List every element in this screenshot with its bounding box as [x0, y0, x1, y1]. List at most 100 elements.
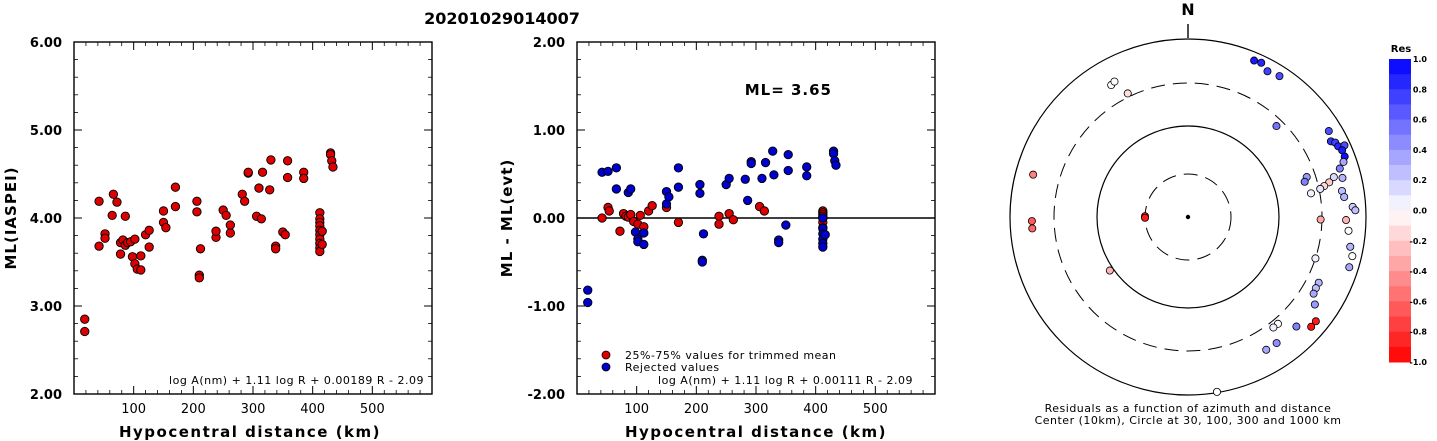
station-residual-point	[1339, 157, 1348, 166]
colorbar-cell	[1389, 74, 1411, 90]
data-point-series-1	[783, 149, 793, 160]
station-residual-point	[1275, 72, 1284, 81]
y-tick-label: -2.00	[528, 388, 565, 403]
data-point-series-0	[635, 210, 645, 221]
data-point-series-0	[120, 211, 130, 221]
data-point-series-0	[714, 211, 724, 221]
plot2-formula: log A(nm) + 1.11 log R + 0.00111 R - 2.0…	[658, 374, 913, 387]
data-point-series-1	[724, 173, 734, 184]
data-point-series-1	[673, 182, 684, 192]
plot2-x-axis-label: Hypocentral distance (km)	[625, 423, 887, 441]
data-point-series-0	[170, 182, 181, 192]
data-point-series-1	[626, 184, 636, 194]
y-tick-label: 2.00	[30, 388, 62, 403]
station-residual-point	[1257, 58, 1266, 67]
x-tick-label: 100	[624, 402, 649, 417]
colorbar-cell	[1389, 301, 1411, 318]
plot2-ticks: 100 200 300 400 500 -2.00 -1.00 0.00 1.00 2.00	[528, 36, 935, 417]
station-residual-point	[1272, 122, 1281, 131]
colorbar-tick-label: -0.8	[1410, 328, 1428, 337]
data-point-series-0	[604, 206, 614, 216]
data-point-series-0	[254, 183, 264, 193]
colorbar-cell	[1389, 240, 1411, 257]
data-point-series-1	[774, 237, 784, 248]
magnitude-distance-plot: 100 200 300 400 500 2.00 3.00 4.00 5.00 6.00 Hypo…	[2, 36, 433, 441]
data-point-series-0	[211, 226, 221, 236]
data-point-series-0	[225, 220, 235, 230]
station-residual-point	[1307, 322, 1316, 331]
colorbar-cell	[1389, 225, 1411, 242]
legend-marker-rejected	[601, 362, 611, 372]
colorbar-tick-label: -0.4	[1410, 267, 1428, 276]
polar-points	[1027, 56, 1360, 396]
station-residual-point	[1329, 173, 1338, 182]
colorbar-tick-label: -1.0	[1410, 358, 1428, 367]
y-tick-label: -1.00	[528, 300, 565, 315]
colorbar-cell	[1389, 346, 1411, 363]
north-label: N	[1181, 0, 1194, 19]
data-point-series-0	[282, 156, 293, 166]
colorbar-cell	[1389, 286, 1411, 302]
data-point-series-1	[583, 285, 593, 295]
data-point-series-0	[158, 206, 169, 216]
data-point-series-1	[746, 158, 756, 169]
colorbar-tick-label: -0.6	[1410, 297, 1428, 306]
station-residual-point	[1110, 77, 1119, 86]
colorbar-cell	[1389, 180, 1411, 196]
x-tick-label: 500	[360, 402, 385, 417]
legend-label-rejected: Rejected values	[625, 361, 720, 374]
data-point-series-0	[136, 265, 146, 275]
data-point-series-0	[161, 223, 171, 233]
page-title: 20201029014007	[424, 9, 580, 28]
data-point-series-0	[100, 233, 110, 243]
x-tick-label: 200	[684, 402, 709, 417]
colorbar-tick-label: 0.6	[1413, 116, 1428, 125]
station-residual-point	[1027, 217, 1036, 226]
data-point-series-0	[80, 326, 90, 337]
colorbar-tick-labels: 1.0 0.8 0.6 0.4 0.2 0.0 -0.2 -0.4 -0.6 -0.8 -1.0	[1410, 55, 1428, 367]
data-point-series-0	[256, 214, 267, 224]
ring-1000km	[1009, 38, 1367, 396]
data-point-series-0	[94, 241, 104, 251]
data-point-series-0	[271, 244, 281, 254]
data-point-series-1	[783, 165, 793, 176]
data-point-series-0	[80, 314, 90, 324]
colorbar-cell	[1389, 165, 1411, 181]
data-point-series-1	[740, 174, 750, 184]
data-point-series-0	[728, 215, 738, 225]
data-point-series-1	[697, 257, 707, 267]
x-tick-label: 200	[181, 402, 206, 417]
data-point-series-0	[673, 217, 684, 228]
colorbar-cell	[1389, 104, 1411, 121]
data-point-series-0	[107, 210, 117, 221]
data-point-series-0	[266, 155, 276, 165]
station-residual-point	[1324, 127, 1333, 136]
station-residual-point	[1338, 173, 1347, 182]
data-point-series-1	[818, 242, 828, 252]
data-point-series-1	[742, 195, 753, 206]
data-point-series-0	[243, 167, 253, 177]
data-point-series-0	[299, 173, 309, 184]
data-point-series-0	[615, 226, 625, 236]
data-point-series-0	[257, 167, 268, 177]
data-point-series-1	[757, 173, 767, 184]
plot1-formula: log A(nm) + 1.11 log R + 0.00189 R - 2.0…	[169, 374, 424, 387]
data-point-series-0	[317, 239, 327, 250]
station-residual-point	[1310, 300, 1319, 309]
data-point-series-0	[221, 210, 231, 221]
station-residual-point	[1105, 266, 1114, 275]
polar-caption-line2: Center (10km), Circle at 30, 100, 300 an…	[1035, 414, 1342, 427]
y-tick-label: 6.00	[30, 36, 62, 51]
data-point-series-1	[639, 239, 649, 250]
colorbar-tick-label: 0.2	[1413, 176, 1427, 185]
data-point-series-0	[170, 201, 181, 212]
colorbar-tick-label: 0.8	[1413, 85, 1428, 94]
y-tick-label: 0.00	[533, 212, 565, 227]
data-point-series-0	[759, 206, 770, 216]
station-residual-point	[1272, 339, 1281, 348]
colorbar-cell	[1389, 210, 1411, 227]
y-tick-label: 5.00	[30, 124, 62, 139]
data-point-series-1	[769, 170, 779, 180]
data-point-series-0	[192, 196, 202, 206]
legend-label-trimmed: 25%-75% values for trimmed mean	[625, 349, 837, 362]
